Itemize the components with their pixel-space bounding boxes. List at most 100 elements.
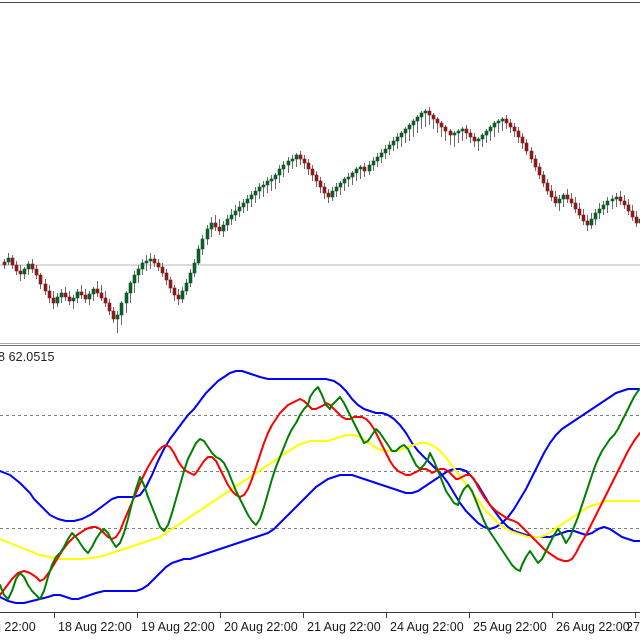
candle-body — [184, 282, 189, 292]
candle-body — [334, 186, 339, 192]
candle-body — [520, 136, 525, 144]
candle-body — [439, 122, 444, 128]
candle-body — [249, 194, 254, 200]
candle-body — [354, 168, 359, 174]
candle-body — [529, 150, 534, 160]
candle-body — [2, 261, 7, 266]
candle-body — [298, 154, 303, 160]
candle-body — [379, 152, 384, 158]
candle-body — [557, 198, 562, 204]
candle-body — [492, 122, 497, 128]
candle-body — [156, 262, 161, 268]
x-axis-label: 20 Aug 22:00 — [224, 620, 298, 634]
candle-body — [565, 194, 570, 200]
candle-body — [330, 190, 335, 198]
candle-body — [152, 258, 157, 264]
candle-body — [403, 128, 408, 134]
candle-body — [107, 302, 112, 312]
candle-body — [610, 198, 615, 202]
candle-body — [391, 140, 396, 146]
candle-body — [423, 110, 428, 114]
price-chart-pane[interactable] — [0, 3, 640, 343]
candle-body — [630, 210, 635, 218]
candle-body — [51, 297, 56, 304]
candle-body — [99, 292, 104, 299]
candle-body — [496, 120, 501, 124]
x-axis-label: g 22:00 — [0, 620, 36, 634]
candle-body — [83, 294, 88, 300]
candle-body — [456, 130, 461, 134]
candle-body — [464, 128, 469, 134]
divider-line-lower — [0, 345, 640, 346]
candle-body — [387, 144, 392, 150]
candle-body — [581, 214, 586, 222]
candlestick-series — [2, 107, 640, 333]
candle-body — [241, 202, 246, 208]
candle-body — [318, 180, 323, 188]
x-axis-label: 27 — [626, 620, 640, 634]
candle-body — [192, 262, 197, 274]
candle-body — [371, 160, 376, 166]
candle-body — [589, 218, 594, 226]
candle-body — [419, 112, 424, 118]
candle-body — [71, 297, 76, 302]
candle-body — [196, 248, 201, 264]
candlestick-plot — [0, 107, 640, 333]
candle-body — [338, 182, 343, 188]
candle-body — [342, 178, 347, 184]
candle-body — [47, 290, 52, 299]
candle-body — [476, 138, 481, 142]
candle-body — [448, 130, 453, 136]
x-axis-line — [0, 612, 640, 613]
x-axis-label: 24 Aug 22:00 — [390, 620, 464, 634]
candle-body — [34, 268, 39, 276]
candle-body — [160, 266, 165, 274]
candle-body — [261, 184, 266, 188]
candle-body — [561, 194, 566, 200]
candle-body — [306, 162, 311, 170]
candle-body — [553, 196, 558, 204]
candle-body — [597, 208, 602, 214]
x-axis-label: 25 Aug 22:00 — [473, 620, 547, 634]
x-axis-tick — [303, 613, 304, 618]
indicator-chart-pane[interactable] — [0, 347, 640, 613]
candle-body — [43, 283, 48, 292]
candle-body — [350, 172, 355, 178]
candle-body — [79, 291, 84, 296]
candle-body — [213, 222, 218, 228]
candle-body — [221, 224, 226, 232]
candle-body — [245, 198, 250, 204]
candle-body — [549, 190, 554, 198]
x-axis-label: 21 Aug 22:00 — [307, 620, 381, 634]
candle-body — [180, 290, 185, 300]
candle-body — [395, 136, 400, 142]
candle-body — [593, 212, 598, 220]
candle-body — [427, 110, 432, 116]
candle-body — [119, 302, 124, 316]
candle-body — [75, 291, 80, 299]
candle-body — [63, 292, 68, 298]
x-axis-label: 19 Aug 22:00 — [141, 620, 215, 634]
candle-body — [103, 297, 108, 304]
candle-body — [545, 182, 550, 192]
x-axis-tick — [137, 613, 138, 618]
candle-body — [362, 166, 367, 172]
indicator-line-red-signal — [0, 398, 640, 596]
candle-body — [176, 294, 181, 300]
candle-body — [55, 296, 60, 304]
x-axis: g 22:00 18 Aug 22:00 19 Aug 22:00 20 Aug 22… — [0, 612, 640, 640]
candle-body — [569, 198, 574, 204]
candle-body — [209, 222, 214, 230]
candle-body — [168, 279, 173, 289]
candle-body — [472, 136, 477, 142]
candle-body — [140, 262, 145, 270]
candle-body — [585, 220, 590, 226]
candle-body — [273, 174, 278, 180]
x-axis-tick — [635, 613, 636, 618]
candle-body — [286, 160, 291, 166]
candle-body — [533, 158, 538, 168]
candle-body — [622, 200, 627, 206]
candle-body — [524, 142, 529, 152]
candle-body — [172, 287, 177, 296]
candle-body — [38, 274, 43, 285]
